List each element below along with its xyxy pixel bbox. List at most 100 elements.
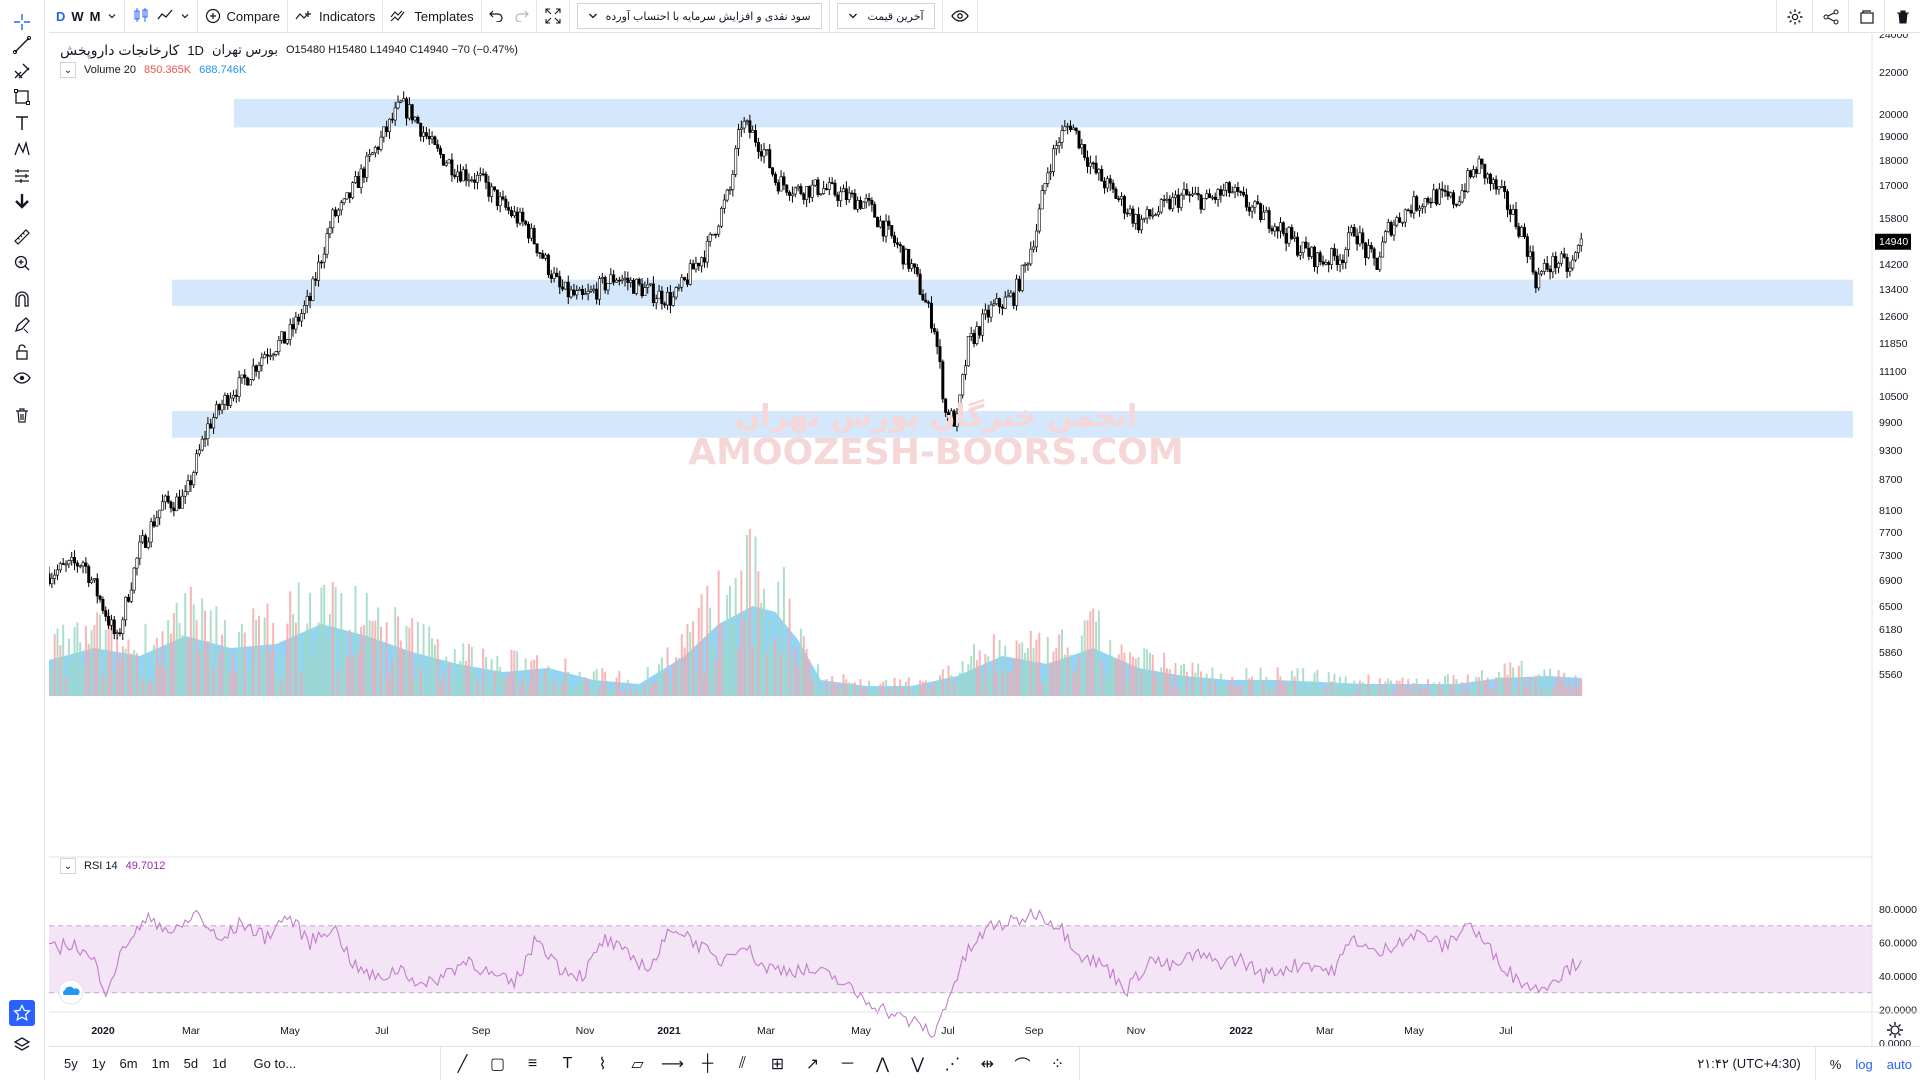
candle	[782, 172, 786, 191]
visibility-eye-icon[interactable]	[943, 0, 978, 33]
interval-day-button[interactable]: D	[56, 8, 66, 24]
log-toggle[interactable]: log	[1855, 1056, 1873, 1072]
preset-dropdown[interactable]: سود نقدی و افزایش سرمایه با احتساب آورده	[576, 3, 822, 29]
trend-line-icon[interactable]	[9, 32, 35, 58]
volume-bar	[833, 683, 836, 696]
indicators-button[interactable]: Indicators	[288, 0, 384, 33]
prediction-icon[interactable]	[9, 163, 35, 189]
interval-week-button[interactable]: W	[71, 8, 84, 24]
delete-icon[interactable]	[1884, 0, 1920, 33]
horizontal-line-icon[interactable]: ─	[841, 1055, 854, 1072]
xabcd-pattern-icon[interactable]: ⋰	[944, 1056, 961, 1073]
candle	[680, 273, 684, 292]
candle	[881, 220, 885, 242]
ruler-icon[interactable]	[9, 224, 35, 250]
zoom-icon[interactable]	[9, 250, 35, 276]
crosshair-icon[interactable]	[9, 9, 35, 35]
range-1y-button[interactable]: 1y	[91, 1056, 106, 1071]
candle	[1548, 265, 1552, 280]
trash-icon[interactable]	[9, 402, 35, 428]
undo-icon[interactable]	[488, 8, 503, 25]
rectangle-icon[interactable]	[9, 84, 35, 110]
rsi-axis-label: 20.0000	[1879, 1005, 1917, 1017]
templates-button[interactable]: Templates	[383, 0, 482, 33]
goto-button[interactable]: Go to...	[253, 1056, 297, 1071]
settings-gear-icon[interactable]	[1776, 0, 1812, 33]
compare-label: Compare	[226, 8, 280, 24]
price-source-dropdown[interactable]: آخرین قیمت	[836, 3, 935, 29]
curve-icon[interactable]: ⌒	[1014, 1058, 1031, 1075]
volume-bar	[1086, 620, 1089, 696]
candles-icon[interactable]	[132, 6, 150, 27]
layers-icon[interactable]	[9, 1032, 35, 1058]
chart-canvas[interactable]: انجمن خبرگان بورس تهران AMOOZESH-BOORS.C…	[49, 34, 1920, 1046]
range-5d-button[interactable]: 5d	[183, 1056, 199, 1071]
rsi-legend[interactable]: ⌄ RSI 14 49.7012	[60, 856, 165, 876]
pitchfork-icon[interactable]	[9, 58, 35, 84]
candle	[683, 276, 687, 282]
axis-settings-icon[interactable]	[1887, 1022, 1903, 1038]
chart-type-dropdown-icon[interactable]	[180, 9, 190, 24]
stay-in-drawing-icon[interactable]	[9, 312, 35, 338]
volume-bar	[425, 682, 428, 696]
volume-bar	[751, 646, 754, 696]
eye-icon[interactable]	[9, 365, 35, 391]
favorites-star-icon[interactable]	[9, 1000, 35, 1026]
candle	[1494, 175, 1498, 195]
range-1m-button[interactable]: 1m	[151, 1056, 170, 1071]
price-range-icon[interactable]: ⊞	[770, 1056, 785, 1073]
volume-legend[interactable]: ⌄ Volume 20 850.365K 688.746K	[60, 60, 518, 80]
trend-line-icon[interactable]: ╱	[457, 1056, 468, 1073]
volume-bar	[782, 567, 785, 696]
callout-icon[interactable]: ▱	[631, 1056, 644, 1073]
candle	[1046, 167, 1050, 188]
zone-rect-2[interactable]	[172, 411, 1853, 438]
range-1d-button[interactable]: 1d	[212, 1056, 227, 1071]
cloud-logo-icon[interactable]	[58, 979, 84, 1005]
percent-toggle[interactable]: %	[1829, 1056, 1842, 1072]
volume-bar	[1517, 665, 1520, 696]
clock-timezone[interactable]: ۲۱:۴۲ (UTC+4:30)	[1697, 1056, 1801, 1071]
magnet-icon[interactable]	[9, 286, 35, 312]
pattern-icon[interactable]	[9, 136, 35, 162]
path-icon[interactable]: ⌇	[598, 1056, 607, 1073]
fib-retracement-icon[interactable]: ≡	[527, 1055, 538, 1072]
collapse-chevron-icon[interactable]: ⌄	[60, 858, 76, 874]
snapshot-icon[interactable]	[1848, 0, 1884, 33]
candle	[441, 153, 445, 166]
range-6m-button[interactable]: 6m	[119, 1056, 138, 1071]
text-icon[interactable]: T	[562, 1055, 573, 1072]
zone-rect-0[interactable]	[234, 98, 1853, 128]
line-chart-icon[interactable]	[156, 6, 174, 27]
elliott-wave-icon[interactable]: ⋀	[875, 1056, 890, 1073]
volume-bar	[675, 657, 678, 696]
auto-toggle[interactable]: auto	[1886, 1056, 1912, 1072]
volume-bar	[345, 657, 348, 696]
abcd-pattern-icon[interactable]: ⋁	[910, 1056, 925, 1073]
price-axis[interactable]: 24000 22000 20000 19000 18000 17000 15800 14940…	[1875, 34, 1911, 681]
interval-dropdown-icon[interactable]	[107, 9, 117, 24]
arrow-down-icon[interactable]	[9, 188, 35, 214]
crosshair-icon[interactable]: ┼	[701, 1055, 714, 1072]
compare-button[interactable]: Compare	[198, 0, 288, 33]
fullscreen-icon[interactable]	[537, 0, 570, 33]
redo-icon[interactable]	[515, 8, 529, 25]
rectangle-icon[interactable]: ▢	[489, 1056, 506, 1073]
horizontal-ray-icon[interactable]: ⟶	[661, 1056, 684, 1073]
lock-icon[interactable]	[9, 339, 35, 365]
range-5y-button[interactable]: 5y	[64, 1056, 78, 1071]
candle	[708, 232, 712, 247]
prediction-icon[interactable]: ⇹	[980, 1056, 995, 1073]
share-icon[interactable]	[1812, 0, 1848, 33]
symbol-legend[interactable]: کارخانجات داروپخش 1D بورس تهران O15480 H…	[60, 40, 518, 60]
arrow-icon[interactable]: ↗	[805, 1056, 820, 1073]
time-axis[interactable]: 2020 Mar May Jul Sep Nov 2021 Mar May Jul Sep Nov 20…	[91, 1025, 1512, 1037]
candle	[1131, 205, 1135, 228]
multipoint-icon[interactable]: ⁘	[1050, 1056, 1065, 1073]
interval-month-button[interactable]: M	[89, 8, 101, 24]
collapse-chevron-icon[interactable]: ⌄	[60, 62, 76, 78]
parallel-channel-icon[interactable]: ⫽	[738, 1055, 747, 1072]
text-icon[interactable]	[9, 110, 35, 136]
rsi-axis[interactable]: 80.0000 60.0000 40.0000 20.0000 0.0000	[1879, 904, 1917, 1046]
chart-type-group	[125, 0, 198, 33]
